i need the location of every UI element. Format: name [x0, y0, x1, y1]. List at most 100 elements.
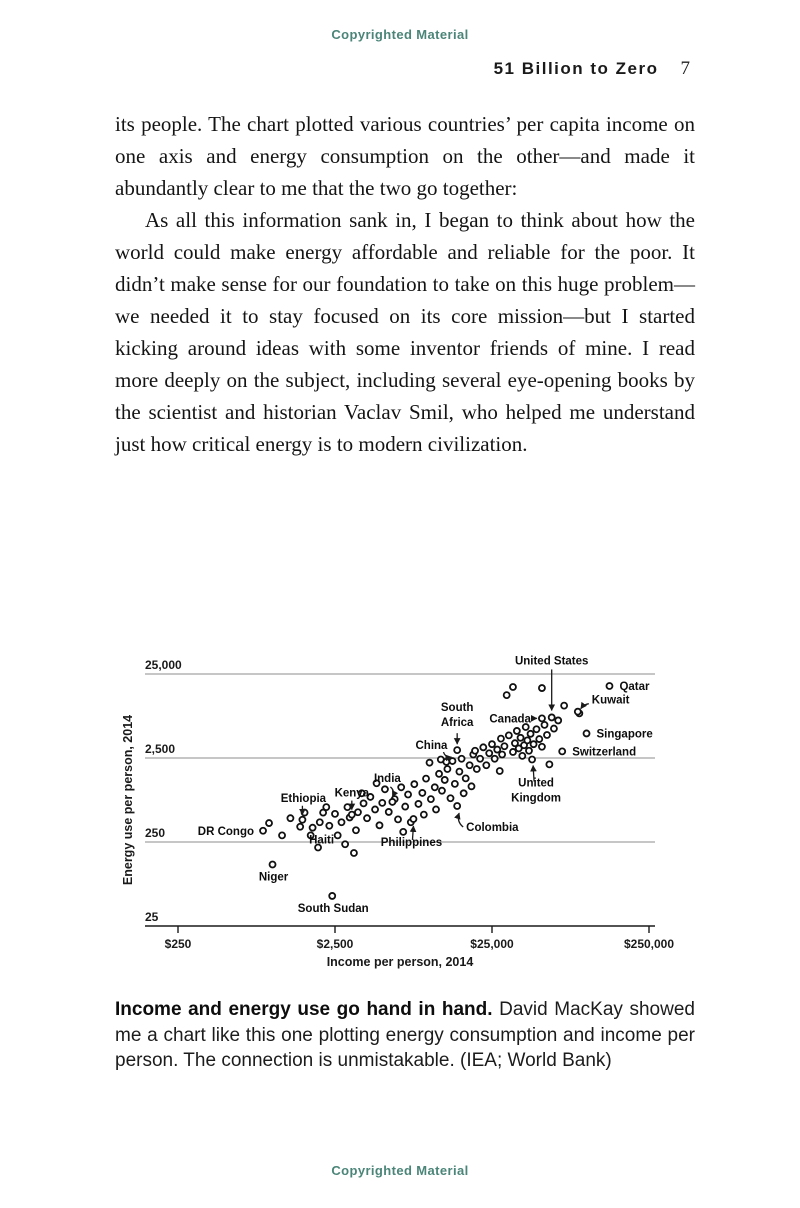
- scatter-point: [347, 810, 356, 819]
- scatter-point: [328, 892, 337, 900]
- scatter-point: [497, 734, 505, 743]
- page-number: 7: [680, 58, 691, 79]
- scatter-point: [582, 729, 591, 738]
- annotation-arrow: [530, 764, 537, 782]
- scatter-point: [558, 747, 567, 756]
- scatter-point: [502, 691, 511, 700]
- scatter-point: [560, 701, 569, 710]
- scatter-point: [479, 743, 488, 752]
- y-axis-title: Energy use per person, 2014: [121, 715, 135, 885]
- scatter-point: [394, 815, 402, 824]
- scatter-point: [426, 795, 435, 804]
- scatter-point: [514, 744, 523, 753]
- country-label: Canada: [489, 713, 531, 725]
- annotation-arrow: [389, 786, 399, 798]
- scatter-point: [518, 751, 527, 760]
- scatter-point: [363, 814, 371, 823]
- scatter-point: [442, 757, 451, 766]
- scatter-point: [461, 774, 470, 783]
- scatter-point: [435, 769, 443, 778]
- scatter-point: [493, 745, 502, 754]
- scatter-point: [286, 814, 295, 823]
- scatter-point: [343, 803, 352, 812]
- scatter-point: [388, 798, 397, 806]
- scatter-point: [409, 815, 418, 823]
- scatter-point: [371, 805, 379, 814]
- scatter-point: [526, 729, 535, 738]
- country-label: Singapore: [597, 728, 653, 740]
- scatter-point: [278, 831, 286, 840]
- scatter-point: [404, 790, 412, 799]
- country-label: South Sudan: [298, 903, 369, 915]
- running-head: 51 Billion to Zero 7: [110, 58, 690, 80]
- scatter-point: [448, 757, 457, 765]
- chart-canvas: 25,000 2,500 250 25 $250 $2,500 $25,000 $250,00…: [121, 655, 674, 969]
- country-label: Switzerland: [572, 746, 636, 758]
- y-tick-label: 25: [145, 910, 159, 924]
- scatter-point: [457, 754, 466, 763]
- scatter-point: [372, 779, 381, 788]
- paragraph-2: As all this information sank in, I began…: [115, 208, 695, 456]
- annotation-arrow: [409, 825, 417, 841]
- scatter-point: [532, 725, 541, 734]
- scatter-point: [375, 821, 384, 830]
- scatter-point: [523, 736, 532, 745]
- scatter-point: [529, 740, 538, 749]
- scatter-point: [314, 843, 322, 852]
- annotation-arrow: [454, 812, 464, 828]
- scatter-point: [325, 821, 334, 830]
- scatter-point: [528, 755, 536, 764]
- scatter-point: [401, 802, 410, 811]
- country-label: DR Congo: [198, 826, 254, 838]
- scatter-point: [425, 758, 434, 767]
- country-label: Ethiopia: [281, 793, 327, 805]
- scatter-point: [543, 731, 551, 739]
- scatter-point: [438, 786, 446, 795]
- scatter-point: [459, 789, 468, 798]
- scatter-point: [455, 767, 464, 776]
- country-label: Philippines: [381, 837, 442, 849]
- scatter-point: [350, 849, 358, 857]
- scatter-point: [525, 746, 533, 755]
- scatter-point: [545, 760, 554, 769]
- scatter-point: [430, 783, 439, 792]
- scatter-point: [504, 731, 513, 740]
- figure-caption: Income and energy use go hand in hand. D…: [115, 997, 695, 1074]
- scatter-point: [298, 815, 307, 824]
- scatter-point: [319, 808, 328, 817]
- scatter-point: [378, 799, 387, 807]
- scatter-point: [381, 785, 389, 794]
- scatter-point: [605, 682, 614, 690]
- scatter-point: [482, 761, 491, 770]
- scatter-point: [512, 727, 521, 735]
- country-label: Kuwait: [592, 695, 630, 707]
- scatter-point: [521, 723, 530, 731]
- annotation-arrow: [442, 751, 452, 762]
- y-tick-label: 25,000: [145, 658, 182, 672]
- scatter-point: [490, 754, 499, 763]
- scatter-point: [538, 714, 546, 723]
- scatter-point: [399, 827, 408, 836]
- scatter-point: [476, 754, 485, 763]
- scatter-point: [509, 683, 517, 691]
- scatter-point: [357, 789, 366, 798]
- country-label: India: [374, 773, 401, 785]
- country-label: Qatar: [619, 681, 650, 693]
- scatter-point: [419, 810, 428, 819]
- paragraph-1: its people. The chart plotted various co…: [115, 112, 695, 200]
- scatter-point: [308, 823, 317, 832]
- scatter-point: [384, 808, 393, 816]
- scatter-point: [498, 750, 507, 759]
- scatter-point: [418, 789, 427, 797]
- country-label: Niger: [259, 871, 289, 883]
- scatter-point: [354, 808, 362, 817]
- scatter-point: [488, 740, 496, 749]
- scatter-point: [410, 780, 419, 789]
- scatter-point: [516, 733, 525, 742]
- scatter-point: [296, 822, 305, 831]
- scatter-point: [268, 860, 277, 869]
- country-label: China: [416, 740, 449, 752]
- x-tick-label: $250,000: [624, 937, 674, 951]
- country-label: South: [441, 702, 474, 714]
